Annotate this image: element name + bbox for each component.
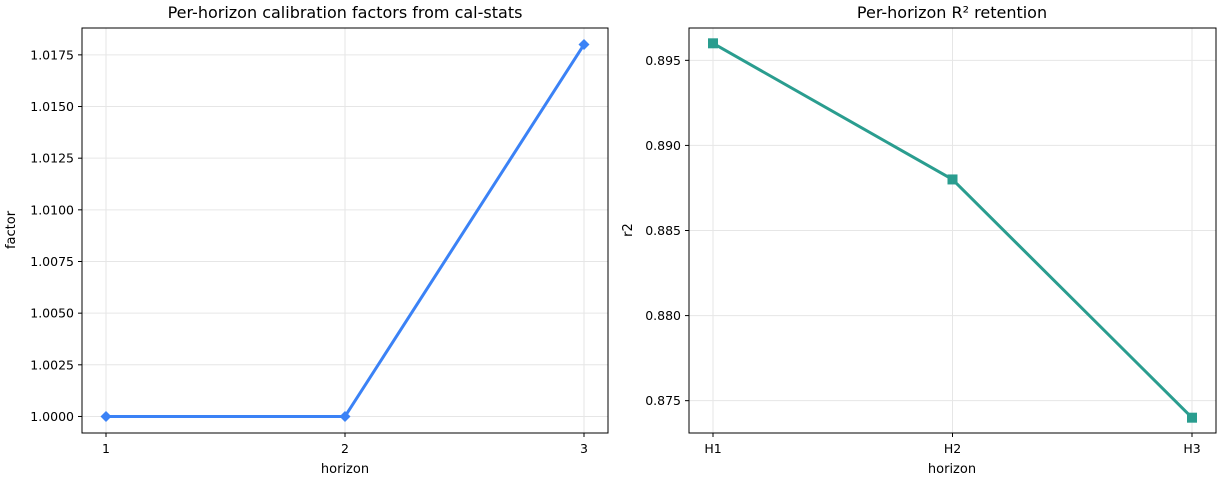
x-tick-label: 2 <box>341 441 349 456</box>
x-axis-label: horizon <box>321 462 369 477</box>
y-tick-label: 1.0175 <box>30 47 74 62</box>
r2-retention-chart: Per-horizon R² retention horizon r2 H1 H2… <box>621 3 1217 477</box>
grid <box>689 28 1216 433</box>
y-tick-label: 1.0075 <box>30 254 74 269</box>
calibration-factor-chart: Per-horizon calibration factors from cal… <box>4 3 609 477</box>
y-tick-label: 0.880 <box>645 308 681 323</box>
x-tick-label: 3 <box>580 441 588 456</box>
y-tick-label: 1.0100 <box>30 202 74 217</box>
y-tick-label: 1.0000 <box>30 409 74 424</box>
ticks: H1 H2 H3 0.875 0.880 0.885 0.890 0.895 <box>645 53 1200 456</box>
data-point <box>100 410 112 422</box>
chart-title: Per-horizon calibration factors from cal… <box>168 3 523 22</box>
y-tick-label: 0.895 <box>645 53 681 68</box>
y-axis-label: r2 <box>621 223 636 237</box>
data-point <box>947 174 958 185</box>
grid <box>82 28 608 433</box>
x-axis-label: horizon <box>928 462 976 477</box>
x-tick-label: H3 <box>1183 441 1200 456</box>
x-tick-label: H1 <box>704 441 721 456</box>
x-tick-label: H2 <box>944 441 961 456</box>
data-series <box>708 38 1197 423</box>
data-series <box>100 39 590 422</box>
data-point <box>339 410 351 422</box>
x-tick-label: 1 <box>102 441 110 456</box>
data-point <box>708 38 718 49</box>
chart-title: Per-horizon R² retention <box>857 3 1047 22</box>
data-point <box>578 39 590 51</box>
y-tick-label: 0.890 <box>645 138 681 153</box>
y-tick-label: 1.0125 <box>30 151 74 166</box>
y-tick-label: 0.885 <box>645 223 681 238</box>
y-tick-label: 1.0050 <box>30 306 74 321</box>
y-tick-label: 1.0150 <box>30 99 74 114</box>
y-axis-label: factor <box>4 210 19 249</box>
data-point <box>1187 412 1197 423</box>
y-tick-label: 0.875 <box>645 393 681 408</box>
ticks: 1 2 3 1.0000 1.0025 1.0050 1.0075 1.0100 1.0125 1… <box>30 47 588 456</box>
y-tick-label: 1.0025 <box>30 357 74 372</box>
